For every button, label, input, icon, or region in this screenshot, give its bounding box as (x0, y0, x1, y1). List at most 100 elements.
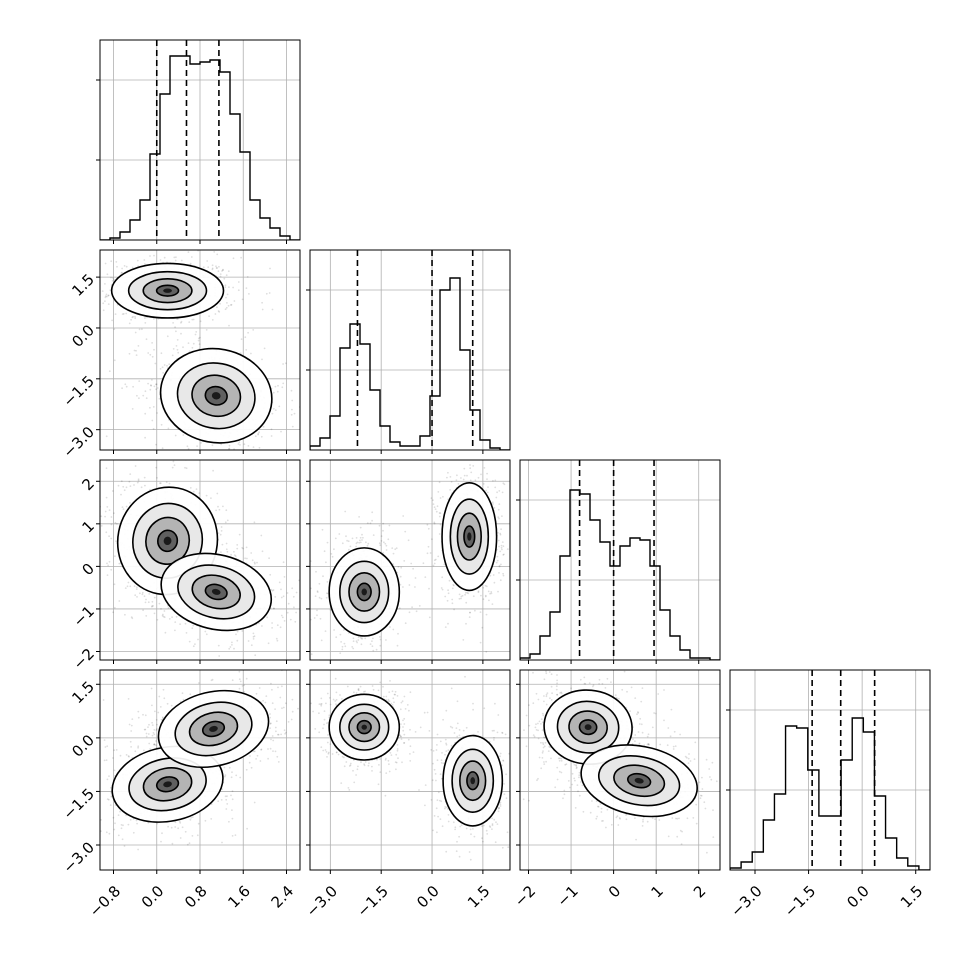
sample-point (197, 822, 200, 825)
sample-point (250, 644, 253, 647)
sample-point (151, 379, 153, 381)
sample-point (502, 554, 505, 556)
sample-point (375, 648, 378, 651)
sample-point (146, 316, 148, 319)
sample-point (98, 291, 100, 293)
sample-point (284, 732, 286, 735)
sample-point (313, 617, 316, 619)
sample-point (294, 620, 297, 623)
sample-point (271, 589, 274, 592)
sample-point (269, 722, 272, 725)
sample-point (287, 602, 290, 605)
sample-point (213, 451, 215, 453)
sample-point (439, 512, 442, 515)
sample-point (329, 609, 332, 611)
sample-point (170, 826, 173, 829)
sample-point (281, 707, 283, 710)
sample-point (87, 302, 89, 304)
sample-point (236, 544, 239, 546)
sample-point (191, 835, 194, 837)
sample-point (260, 435, 263, 438)
sample-point (414, 586, 416, 588)
sample-point (364, 637, 367, 640)
sample-point (479, 611, 482, 613)
sample-point (135, 354, 138, 356)
sample-point (356, 541, 359, 544)
sample-point (119, 810, 121, 813)
sample-point (188, 842, 191, 845)
sample-point (231, 771, 233, 774)
sample-point (456, 474, 458, 477)
sample-point (127, 823, 130, 826)
sample-point (177, 318, 179, 320)
sample-point (432, 564, 435, 567)
sample-point (105, 435, 108, 438)
sample-point (500, 528, 502, 531)
sample-point (206, 260, 209, 262)
sample-point (458, 445, 460, 447)
sample-point (228, 647, 231, 650)
sample-point (223, 277, 226, 280)
sample-point (424, 576, 427, 578)
sample-point (144, 412, 147, 415)
sample-point (274, 596, 277, 598)
sample-point (469, 611, 471, 614)
sample-point (292, 616, 294, 618)
sample-point (106, 295, 108, 298)
sample-point (452, 584, 455, 586)
sample-point (271, 688, 273, 691)
sample-point (395, 547, 398, 550)
sample-point (250, 766, 253, 769)
sample-point (160, 423, 163, 426)
sample-point (275, 720, 278, 723)
sample-point (216, 253, 219, 256)
sample-point (458, 597, 461, 600)
sample-point (127, 698, 130, 700)
sample-point (195, 331, 198, 333)
sample-point (359, 536, 362, 539)
sample-point (412, 567, 414, 570)
sample-point (195, 451, 197, 453)
sample-point (270, 435, 273, 437)
sample-point (190, 817, 193, 819)
sample-point (224, 775, 226, 778)
sample-point (266, 616, 269, 619)
sample-point (394, 548, 397, 551)
sample-point (128, 480, 131, 483)
sample-point (344, 645, 347, 648)
sample-point (107, 294, 110, 297)
sample-point (125, 814, 127, 817)
sample-point (269, 267, 271, 270)
sample-point (113, 359, 116, 362)
sample-point (462, 478, 465, 481)
sample-point (224, 795, 227, 798)
sample-point (162, 688, 165, 691)
sample-point (108, 370, 111, 373)
sample-point (428, 587, 430, 590)
sample-point (318, 596, 321, 599)
sample-point (121, 267, 123, 270)
sample-point (251, 559, 254, 562)
sample-point (447, 589, 449, 592)
sample-point (347, 540, 350, 543)
sample-point (324, 401, 326, 403)
sample-point (132, 444, 134, 446)
density-contour (211, 588, 221, 595)
sample-point (433, 559, 436, 562)
sample-point (477, 591, 480, 594)
sample-point (133, 484, 135, 486)
sample-point (151, 605, 153, 608)
sample-point (147, 382, 150, 385)
sample-point (278, 581, 281, 584)
sample-point (379, 638, 382, 641)
sample-point (134, 315, 136, 318)
sample-point (144, 436, 147, 439)
sample-point (127, 755, 130, 757)
panel-frame (99, 459, 301, 661)
sample-point (131, 617, 134, 620)
sample-point (485, 585, 488, 588)
sample-point (187, 447, 190, 450)
sample-point (433, 522, 436, 525)
sample-point (121, 271, 123, 274)
sample-point (291, 408, 293, 411)
